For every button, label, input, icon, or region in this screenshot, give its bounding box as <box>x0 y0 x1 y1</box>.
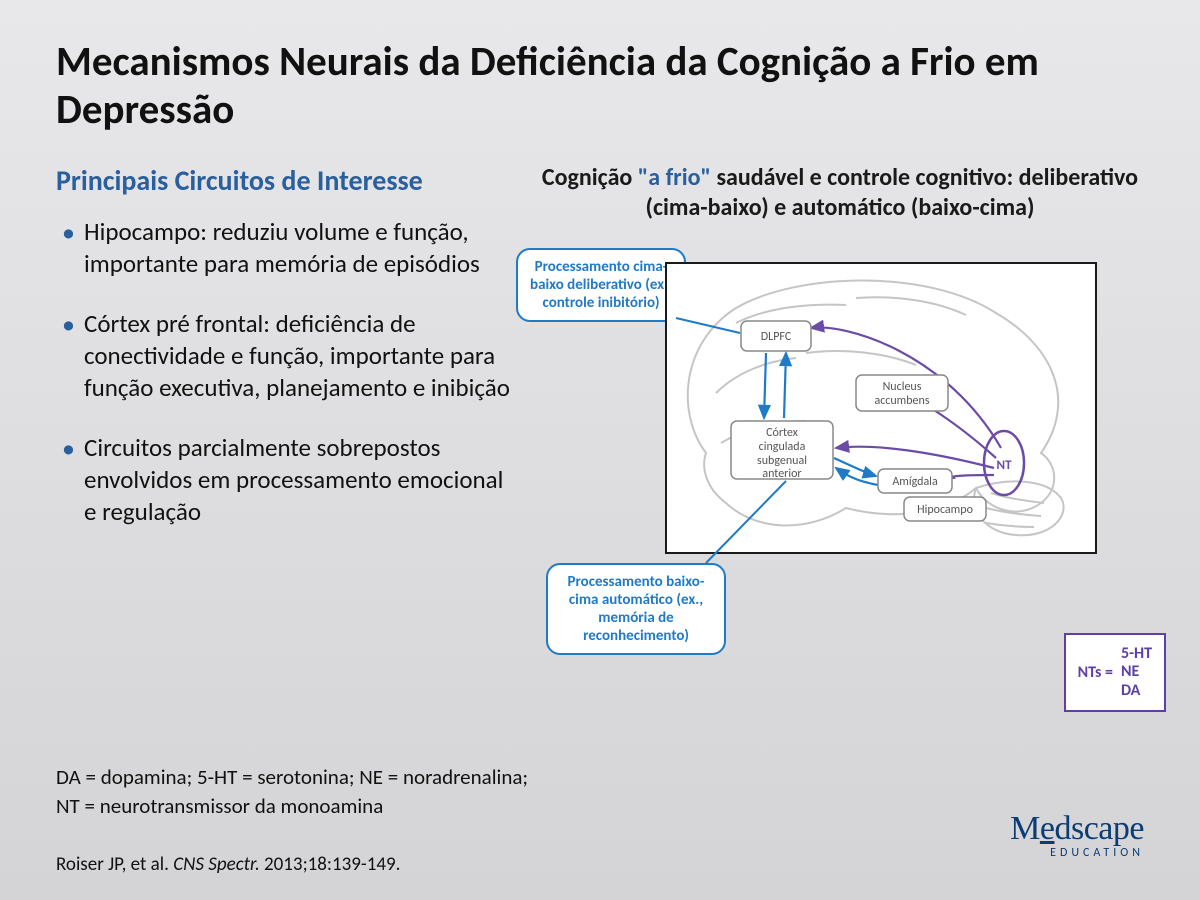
node-label: Amígdala <box>892 475 938 489</box>
nt-value: 5-HT <box>1121 645 1152 663</box>
node-dlpfc: DLPFC <box>741 321 811 351</box>
heading-pre: Cognição <box>542 163 638 192</box>
node-label: Hipocampo <box>917 503 973 517</box>
citation-rest: 2013;18:139-149. <box>260 853 401 876</box>
left-column: Principais Circuitos de Interesse Hipoca… <box>56 163 516 753</box>
subheading: Principais Circuitos de Interesse <box>56 163 516 198</box>
node-nucleus-accumbens: Nucleus accumbens <box>856 375 948 411</box>
nt-legend-box: NTs = 5-HT NE DA <box>1064 633 1166 712</box>
brain-diagram: NT DLPFC <box>646 253 1106 573</box>
node-label-line4: anterior <box>762 467 801 481</box>
logo-m: M <box>1010 810 1040 847</box>
nt-value: DA <box>1121 682 1152 700</box>
logo-e: e <box>1040 810 1055 847</box>
logo-brand: Medscape <box>1010 810 1144 848</box>
node-label-line3: subgenual <box>757 454 807 468</box>
right-column: Cognição "a frio" saudável e controle co… <box>536 163 1144 753</box>
node-label-line1: Nucleus <box>883 380 922 394</box>
content-row: Principais Circuitos de Interesse Hipoca… <box>56 163 1144 753</box>
nt-oval-label: NT <box>997 458 1013 473</box>
logo-rest: dscape <box>1054 810 1144 847</box>
citation-journal: CNS Spectr. <box>173 853 260 876</box>
bullet-item: Córtex pré frontal: deficiência de conec… <box>56 308 516 404</box>
logo-education: EDUCATION <box>1010 846 1144 860</box>
bullet-item: Circuitos parcialmente sobrepostos envol… <box>56 432 516 528</box>
heading-post: saudável e controle cognitivo: deliberat… <box>646 163 1139 222</box>
node-label-line2: accumbens <box>874 394 929 408</box>
node-label-line1: Córtex <box>766 426 799 440</box>
abbreviations: DA = dopamina; 5-HT = serotonina; NE = n… <box>56 763 528 820</box>
citation: Roiser JP, et al. CNS Spectr. 2013;18:13… <box>56 853 400 876</box>
node-label: DLPFC <box>761 330 792 344</box>
diagram-heading: Cognição "a frio" saudável e controle co… <box>536 163 1144 223</box>
bullet-item: Hipocampo: reduziu volume e função, impo… <box>56 216 516 280</box>
diagram-container: Processamento cima-baixo deliberativo (e… <box>536 233 1136 753</box>
nt-legend-values: 5-HT NE DA <box>1121 645 1152 700</box>
node-amygdala: Amígdala <box>878 469 952 493</box>
medscape-logo: Medscape EDUCATION <box>1010 810 1144 860</box>
slide-title: Mecanismos Neurais da Deficiência da Cog… <box>56 38 1144 135</box>
nt-value: NE <box>1121 663 1152 681</box>
node-hippocampus: Hipocampo <box>904 497 986 521</box>
slide: Mecanismos Neurais da Deficiência da Cog… <box>0 0 1200 900</box>
node-sacc: Córtex cingulada subgenual anterior <box>731 421 833 481</box>
nt-legend-label: NTs = <box>1078 663 1113 682</box>
callout-bottom: Processamento baixo-cima automático (ex.… <box>546 563 726 655</box>
heading-quote: "a frio" <box>638 163 711 192</box>
node-label-line2: cingulada <box>759 440 806 454</box>
bullet-list: Hipocampo: reduziu volume e função, impo… <box>56 216 516 528</box>
citation-authors: Roiser JP, et al. <box>56 853 173 876</box>
